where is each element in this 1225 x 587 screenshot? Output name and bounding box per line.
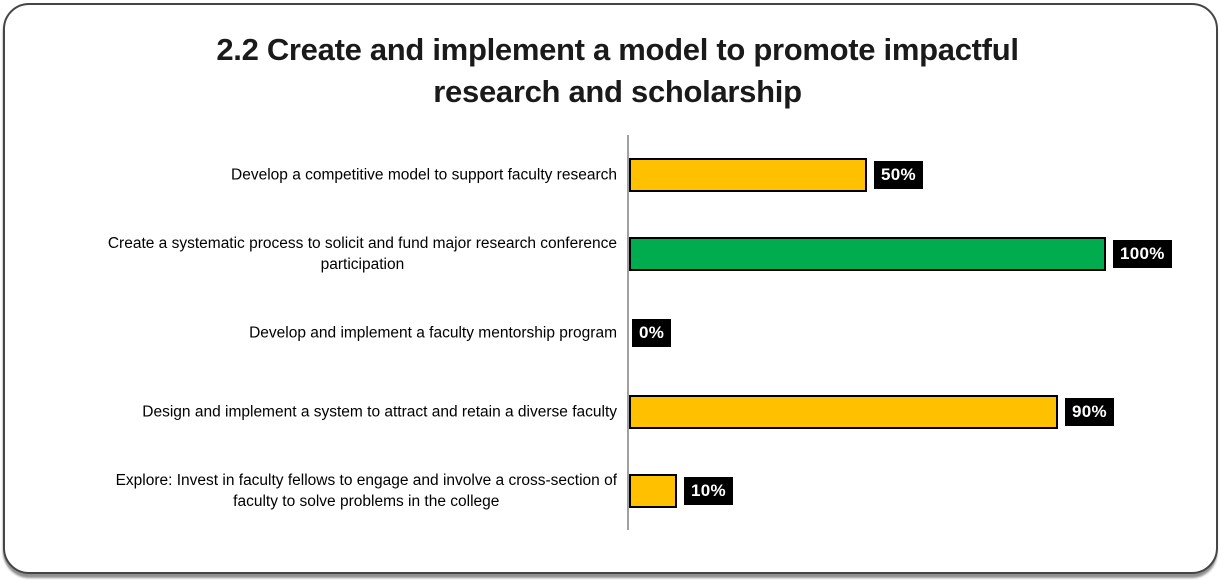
value-label: 0% bbox=[632, 318, 672, 347]
category-label: Design and implement a system to attract… bbox=[142, 403, 617, 420]
category-label: Explore: Invest in faculty fellows to en… bbox=[115, 471, 617, 510]
category-label: Create a systematic process to solicit a… bbox=[107, 234, 617, 273]
value-label: 100% bbox=[1113, 239, 1172, 268]
value-label: 10% bbox=[684, 476, 733, 505]
bar bbox=[629, 157, 867, 192]
category-label: Develop and implement a faculty mentorsh… bbox=[249, 324, 617, 341]
chart-title: 2.2 Create and implement a model to prom… bbox=[5, 29, 1225, 113]
chart-card: 2.2 Create and implement a model to prom… bbox=[3, 3, 1218, 574]
category-label: Develop a competitive model to support f… bbox=[231, 166, 617, 183]
bar bbox=[629, 236, 1106, 271]
value-label: 50% bbox=[874, 160, 923, 189]
value-label: 90% bbox=[1065, 397, 1114, 426]
chart-title-text: 2.2 Create and implement a model to prom… bbox=[216, 32, 1019, 109]
category-axis-line bbox=[627, 135, 629, 530]
bar bbox=[629, 394, 1058, 429]
bar bbox=[629, 473, 677, 508]
